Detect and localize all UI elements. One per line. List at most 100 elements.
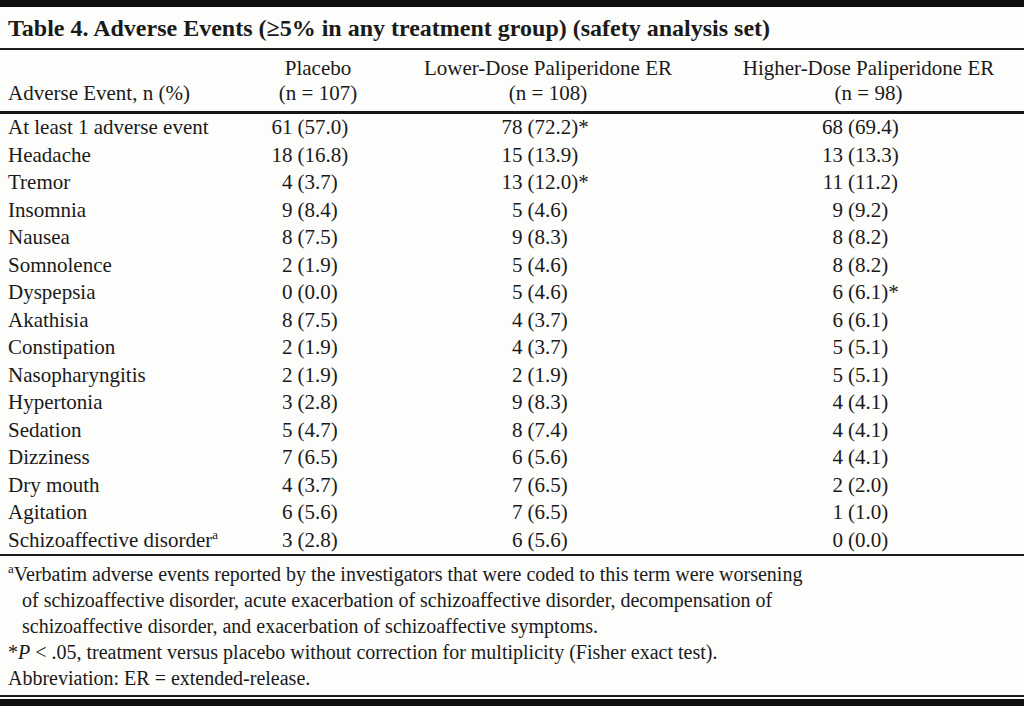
value-cell: 78(72.2)*: [383, 113, 713, 142]
adverse-events-table: Adverse Event, n (%) Placebo (n = 107) L…: [0, 50, 1024, 556]
column-header-higher-dose: Higher-Dose Paliperidone ER (n = 98): [713, 50, 1024, 113]
event-label: Dyspepsia: [0, 279, 253, 307]
value-cell: 7(6.5): [383, 472, 713, 500]
value-cell: 9(9.2): [713, 197, 1024, 225]
value-cell: 5(5.1): [713, 334, 1024, 362]
event-label: Nasopharyngitis: [0, 362, 253, 390]
value-cell: 4(4.1): [713, 444, 1024, 472]
value-cell: 2(1.9): [253, 362, 383, 390]
event-label: Tremor: [0, 169, 253, 197]
table-row: Schizoaffective disordera3(2.8)6(5.6)0(0…: [0, 527, 1024, 556]
event-label: Agitation: [0, 499, 253, 527]
event-label: Insomnia: [0, 197, 253, 225]
value-cell: 2(1.9): [383, 362, 713, 390]
column-n: (n = 108): [383, 80, 713, 106]
footnote-a-text: Verbatim adverse events reported by the …: [14, 563, 803, 585]
table-row: Hypertonia3(2.8)9(8.3)4(4.1): [0, 389, 1024, 417]
event-label: Sedation: [0, 417, 253, 445]
table-row: Insomnia9(8.4)5(4.6)9(9.2): [0, 197, 1024, 225]
value-cell: 7(6.5): [253, 444, 383, 472]
value-cell: 5(4.7): [253, 417, 383, 445]
value-cell: 0(0.0): [713, 527, 1024, 556]
footnote-star-line: *P < .05, treatment versus placebo witho…: [8, 639, 1016, 665]
table-row: At least 1 adverse event61(57.0)78(72.2)…: [0, 113, 1024, 142]
value-cell: 6(6.1): [713, 307, 1024, 335]
table-body: At least 1 adverse event61(57.0)78(72.2)…: [0, 113, 1024, 556]
value-cell: 4(4.1): [713, 389, 1024, 417]
table-header: Adverse Event, n (%) Placebo (n = 107) L…: [0, 50, 1024, 113]
column-n: (n = 98): [713, 80, 1024, 106]
footnotes: aVerbatim adverse events reported by the…: [0, 556, 1024, 695]
value-cell: 13(12.0)*: [383, 169, 713, 197]
value-cell: 68(69.4): [713, 113, 1024, 142]
table-row: Dry mouth4(3.7)7(6.5)2(2.0): [0, 472, 1024, 500]
event-label: Hypertonia: [0, 389, 253, 417]
value-cell: 0(0.0): [253, 279, 383, 307]
table-row: Constipation2(1.9)4(3.7)5(5.1): [0, 334, 1024, 362]
value-cell: 3(2.8): [253, 389, 383, 417]
value-cell: 4(3.7): [383, 334, 713, 362]
value-cell: 4(3.7): [253, 169, 383, 197]
value-cell: 6(5.6): [383, 444, 713, 472]
value-cell: 4(4.1): [713, 417, 1024, 445]
event-label: Constipation: [0, 334, 253, 362]
value-cell: 8(7.5): [253, 224, 383, 252]
column-header-placebo: Placebo (n = 107): [253, 50, 383, 113]
value-cell: 11(11.2): [713, 169, 1024, 197]
top-thick-rule: [0, 0, 1024, 7]
value-cell: 6(5.6): [253, 499, 383, 527]
value-cell: 15(13.9): [383, 142, 713, 170]
value-cell: 2(1.9): [253, 334, 383, 362]
table-row: Dyspepsia0(0.0)5(4.6)6(6.1)*: [0, 279, 1024, 307]
value-cell: 5(4.6): [383, 279, 713, 307]
footnote-star-marker: *: [8, 641, 18, 663]
footnote-a-line: of schizoaffective disorder, acute exace…: [8, 587, 1016, 613]
value-cell: 6(5.6): [383, 527, 713, 556]
column-header-lower-dose: Lower-Dose Paliperidone ER (n = 108): [383, 50, 713, 113]
event-label: Somnolence: [0, 252, 253, 280]
value-cell: 5(4.6): [383, 252, 713, 280]
footnote-a-line: aVerbatim adverse events reported by the…: [8, 561, 1016, 587]
value-cell: 8(8.2): [713, 252, 1024, 280]
footnote-star-p: P: [18, 641, 30, 663]
value-cell: 5(4.6): [383, 197, 713, 225]
table-row: Tremor4(3.7)13(12.0)*11(11.2): [0, 169, 1024, 197]
value-cell: 3(2.8): [253, 527, 383, 556]
row-header-label: Adverse Event, n (%): [0, 50, 253, 113]
value-cell: 18(16.8): [253, 142, 383, 170]
event-label: Nausea: [0, 224, 253, 252]
column-label: Placebo: [253, 56, 383, 80]
value-cell: 2(1.9): [253, 252, 383, 280]
value-cell: 13(13.3): [713, 142, 1024, 170]
value-cell: 9(8.3): [383, 224, 713, 252]
table-row: Somnolence2(1.9)5(4.6)8(8.2): [0, 252, 1024, 280]
table-row: Agitation6(5.6)7(6.5)1(1.0): [0, 499, 1024, 527]
event-label: At least 1 adverse event: [0, 113, 253, 142]
value-cell: 4(3.7): [253, 472, 383, 500]
value-cell: 1(1.0): [713, 499, 1024, 527]
table-row: Dizziness7(6.5)6(5.6)4(4.1): [0, 444, 1024, 472]
table-row: Headache18(16.8)15(13.9)13(13.3): [0, 142, 1024, 170]
value-cell: 4(3.7): [383, 307, 713, 335]
event-label: Schizoaffective disordera: [0, 527, 253, 556]
table-row: Nasopharyngitis2(1.9)2(1.9)5(5.1): [0, 362, 1024, 390]
value-cell: 2(2.0): [713, 472, 1024, 500]
value-cell: 9(8.3): [383, 389, 713, 417]
event-label: Dry mouth: [0, 472, 253, 500]
table-row: Nausea8(7.5)9(8.3)8(8.2): [0, 224, 1024, 252]
footnote-star-text: < .05, treatment versus placebo without …: [30, 641, 717, 663]
value-cell: 8(7.4): [383, 417, 713, 445]
footnote-a-line: schizoaffective disorder, and exacerbati…: [8, 613, 1016, 639]
event-label: Dizziness: [0, 444, 253, 472]
value-cell: 8(8.2): [713, 224, 1024, 252]
footnote-abbrev-line: Abbreviation: ER = extended-release.: [8, 665, 1016, 691]
column-n: (n = 107): [253, 80, 383, 106]
value-cell: 9(8.4): [253, 197, 383, 225]
value-cell: 6(6.1)*: [713, 279, 1024, 307]
table-row: Sedation5(4.7)8(7.4)4(4.1): [0, 417, 1024, 445]
column-label: Lower-Dose Paliperidone ER: [383, 56, 713, 80]
table-title: Table 4. Adverse Events (≥5% in any trea…: [0, 7, 1024, 48]
value-cell: 7(6.5): [383, 499, 713, 527]
table-row: Akathisia8(7.5)4(3.7)6(6.1): [0, 307, 1024, 335]
paper-table-sheet: Table 4. Adverse Events (≥5% in any trea…: [0, 0, 1024, 706]
